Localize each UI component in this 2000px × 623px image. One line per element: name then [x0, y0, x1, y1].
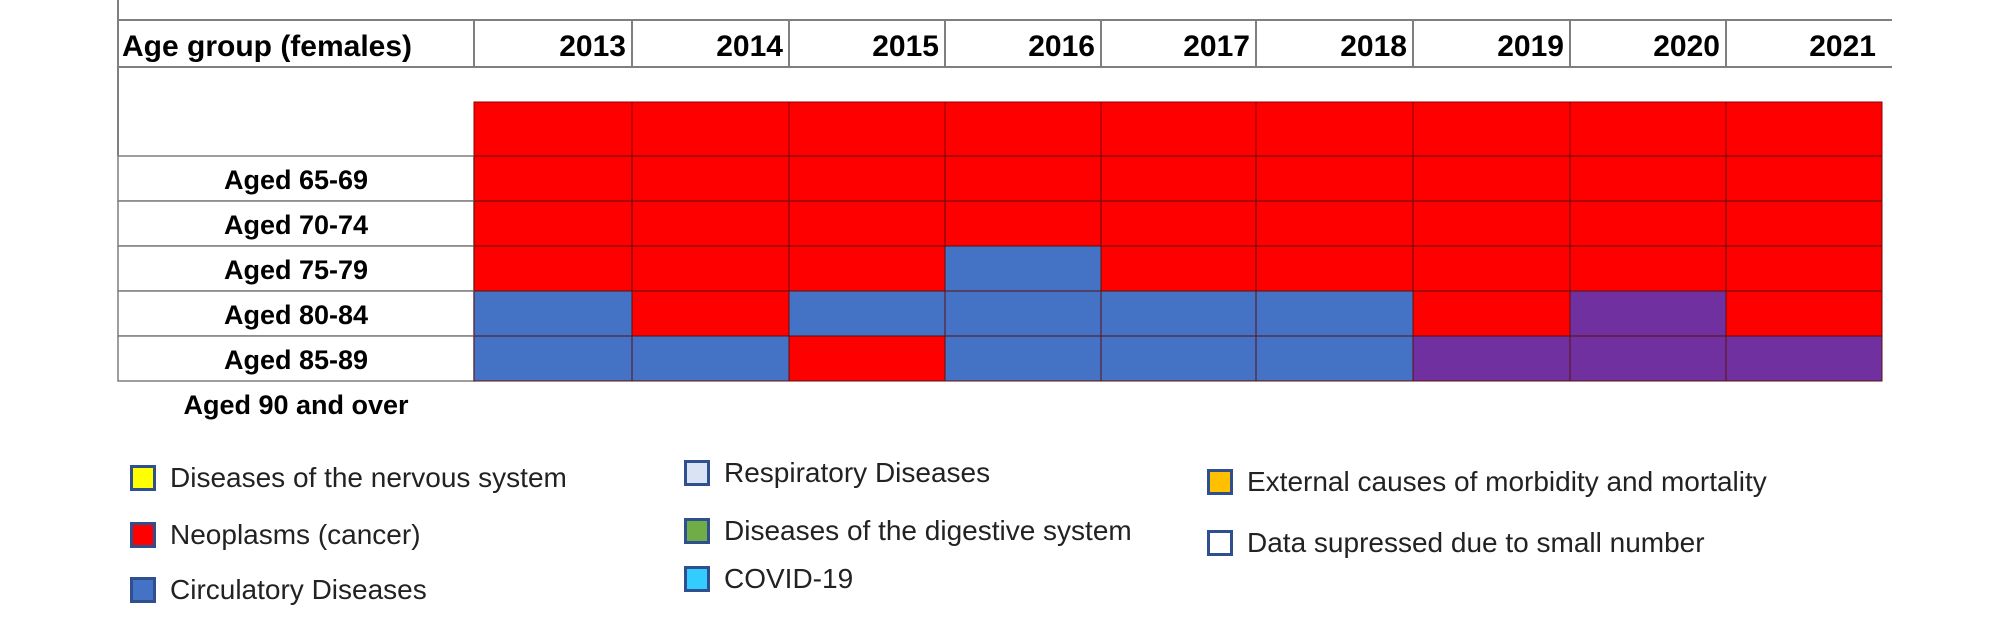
- cell-aged-80-84-2020: [1569, 290, 1727, 337]
- cell-partial: [1100, 101, 1257, 157]
- cell-aged-70-74-2018: [1255, 200, 1414, 247]
- cell-aged-85-89-2013: [473, 335, 633, 382]
- legend-item: Neoplasms (cancer): [130, 519, 421, 551]
- cell-aged-65-69-2016: [944, 155, 1102, 202]
- legend-swatch: [1207, 530, 1233, 556]
- legend-item: Respiratory Diseases: [684, 457, 990, 489]
- cell-aged-70-74-2014: [631, 200, 790, 247]
- cell-aged-65-69-2017: [1100, 155, 1257, 202]
- cell-aged-75-79-2020: [1569, 245, 1727, 292]
- cell-aged-85-89-2021: [1725, 335, 1883, 382]
- legend-item: Circulatory Diseases: [130, 574, 427, 606]
- cell-aged-75-79-2019: [1412, 245, 1571, 292]
- cell-aged-80-84-2019: [1412, 290, 1571, 337]
- row-label: Aged 65-69: [224, 165, 368, 195]
- cell-aged-85-89-2014: [631, 335, 790, 382]
- cell-aged-75-79-2015: [788, 245, 946, 292]
- cell-aged-85-89-2016: [944, 335, 1102, 382]
- column-label-2015: 2015: [872, 30, 939, 63]
- legend-label: Respiratory Diseases: [724, 457, 991, 488]
- cell-aged-70-74-2016: [944, 200, 1102, 247]
- legend-label: COVID-19: [724, 563, 854, 594]
- cell-aged-65-69-2020: [1569, 155, 1727, 202]
- cell-aged-75-79-2021: [1725, 245, 1883, 292]
- cell-aged-80-84-2021: [1725, 290, 1883, 337]
- cell-aged-80-84-2018: [1255, 290, 1414, 337]
- cell-aged-85-89-2018: [1255, 335, 1414, 382]
- column-label-2021: 2021: [1809, 30, 1876, 63]
- cell-aged-70-74-2017: [1100, 200, 1257, 247]
- legend-swatch: [684, 460, 710, 486]
- cell-aged-65-69-2018: [1255, 155, 1414, 202]
- column-label-2014: 2014: [716, 30, 783, 63]
- cell-partial: [1569, 101, 1727, 157]
- legend-swatch: [130, 522, 156, 548]
- legend-label: Diseases of the nervous system: [170, 462, 567, 493]
- cell-aged-65-69-2015: [788, 155, 946, 202]
- legend-item: External causes of morbidity and mortali…: [1207, 466, 1767, 498]
- column-label-2018: 2018: [1340, 30, 1407, 63]
- cell-aged-85-89-2015: [788, 335, 946, 382]
- legend-label: Data supressed due to small number: [1247, 527, 1705, 558]
- cell-partial: [1255, 101, 1414, 157]
- row-header-label: Age group (females): [122, 30, 412, 63]
- cell-aged-75-79-2018: [1255, 245, 1414, 292]
- row-label: Aged 75-79: [224, 255, 368, 285]
- cell-aged-80-84-2014: [631, 290, 790, 337]
- row-label: Aged 80-84: [224, 300, 368, 330]
- cell-partial: [473, 101, 633, 157]
- legend-swatch: [1207, 469, 1233, 495]
- cell-aged-75-79-2014: [631, 245, 790, 292]
- row-label: Aged 70-74: [224, 210, 368, 240]
- cell-partial: [944, 101, 1102, 157]
- cell-aged-85-89-2019: [1412, 335, 1571, 382]
- cell-aged-65-69-2021: [1725, 155, 1883, 202]
- column-label-2016: 2016: [1028, 30, 1095, 63]
- cell-aged-80-84-2015: [788, 290, 946, 337]
- column-label-2019: 2019: [1497, 30, 1564, 63]
- cell-aged-65-69-2014: [631, 155, 790, 202]
- legend-label: Diseases of the digestive system: [724, 515, 1132, 546]
- cell-aged-85-89-2020: [1569, 335, 1727, 382]
- cell-aged-70-74-2021: [1725, 200, 1883, 247]
- legend-swatch: [684, 566, 710, 592]
- cell-aged-80-84-2013: [473, 290, 633, 337]
- row-label-cell: [117, 155, 475, 202]
- column-label-2013: 2013: [559, 30, 626, 63]
- cell-partial: [788, 101, 946, 157]
- legend-label: Neoplasms (cancer): [170, 519, 421, 550]
- legend-label: External causes of morbidity and mortali…: [1247, 466, 1767, 497]
- cell-aged-70-74-2015: [788, 200, 946, 247]
- cell-aged-65-69-2013: [473, 155, 633, 202]
- column-label-2017: 2017: [1183, 30, 1250, 63]
- cell-aged-75-79-2013: [473, 245, 633, 292]
- legend-item: COVID-19: [684, 563, 853, 595]
- cell-partial: [631, 101, 790, 157]
- cell-aged-75-79-2017: [1100, 245, 1257, 292]
- cell-aged-75-79-2016: [944, 245, 1102, 292]
- cell-partial: [1725, 101, 1883, 157]
- legend-item: Diseases of the nervous system: [130, 462, 567, 494]
- cell-aged-80-84-2017: [1100, 290, 1257, 337]
- legend-swatch: [130, 465, 156, 491]
- cell-partial: [1412, 101, 1571, 157]
- legend-label: Circulatory Diseases: [170, 574, 427, 605]
- row-label: Aged 90 and over: [183, 390, 409, 420]
- cell-aged-85-89-2017: [1100, 335, 1257, 382]
- cell-aged-80-84-2016: [944, 290, 1102, 337]
- legend-item: Diseases of the digestive system: [684, 515, 1132, 547]
- cell-aged-65-69-2019: [1412, 155, 1571, 202]
- legend-swatch: [684, 518, 710, 544]
- legend-swatch: [130, 577, 156, 603]
- legend-item: Data supressed due to small number: [1207, 527, 1705, 559]
- column-label-2020: 2020: [1653, 30, 1720, 63]
- row-label: Aged 85-89: [224, 345, 368, 375]
- cell-aged-70-74-2013: [473, 200, 633, 247]
- cell-aged-70-74-2019: [1412, 200, 1571, 247]
- cell-aged-70-74-2020: [1569, 200, 1727, 247]
